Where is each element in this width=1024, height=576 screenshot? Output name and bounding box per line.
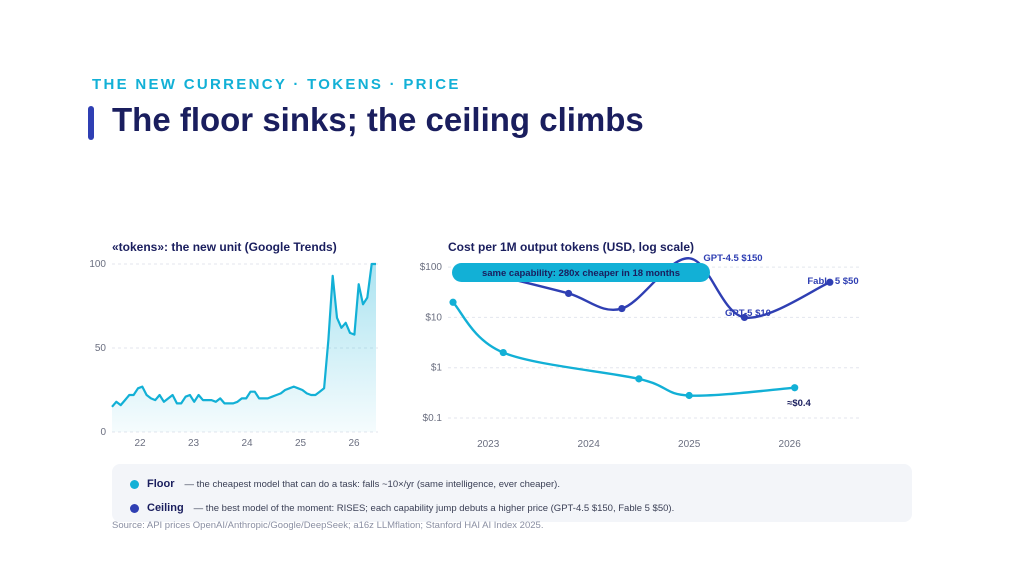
y-tick-label: $1 — [431, 363, 443, 374]
legend-floor-desc: — the cheapest model that can do a task:… — [184, 478, 560, 490]
x-tick-label: 24 — [241, 438, 253, 449]
annotation-label: GPT-4.5 $150 — [703, 253, 762, 264]
y-tick-label: 0 — [100, 427, 106, 438]
annotation-label: ≈$0.4 — [787, 398, 811, 409]
x-tick-label: 2023 — [477, 439, 500, 450]
y-tick-label: $10 — [425, 312, 442, 323]
x-tick-label: 2025 — [678, 439, 701, 450]
legend-ceiling: Ceiling — the best model of the moment: … — [130, 502, 674, 514]
y-tick-label: 100 — [89, 259, 106, 270]
y-tick-label: $100 — [420, 262, 443, 273]
trends-chart-title: «tokens»: the new unit (Google Trends) — [112, 240, 337, 254]
trends-chart: 0 50 100 22 23 24 25 26 — [89, 259, 378, 449]
y-tick-label: 50 — [95, 343, 107, 354]
callout-pill-bg — [452, 263, 710, 282]
ceiling-point — [740, 313, 749, 322]
annotation-label: GPT-5 $10 — [725, 308, 771, 319]
ceiling-dot-icon — [130, 503, 139, 513]
ceiling-point — [564, 289, 573, 298]
cost-chart-title: Cost per 1M output tokens (USD, log scal… — [448, 240, 695, 254]
floor-point — [499, 348, 507, 357]
legend-floor-name: Floor — [147, 478, 175, 490]
annotation-label: Fable 5 $50 — [807, 276, 858, 287]
page-title: The floor sinks; the ceiling climbs — [112, 101, 644, 138]
source-note: Source: API prices OpenAI/Anthropic/Goog… — [112, 520, 544, 531]
floor-dot-icon — [130, 479, 139, 489]
callout-pill: same capability: 280x cheaper in 18 mont… — [452, 263, 710, 282]
floor-point — [635, 375, 643, 383]
floor-point — [791, 384, 799, 392]
y-tick-label: $0.1 — [423, 413, 443, 424]
legend-ceiling-name: Ceiling — [147, 502, 184, 514]
x-tick-label: 26 — [348, 438, 360, 449]
legend-floor: Floor — the cheapest model that can do a… — [130, 478, 560, 490]
x-tick-label: 2026 — [779, 439, 802, 450]
ceiling-point — [618, 304, 626, 313]
cost-chart: $0.1 $1 $10 $100 2023 2024 2025 2026 same capabi… — [420, 253, 860, 450]
ceiling-point — [826, 278, 834, 286]
legend: Floor — the cheapest model that can do a… — [112, 464, 912, 522]
legend-ceiling-desc: — the best model of the moment: RISES; e… — [193, 502, 675, 514]
kicker: THE NEW CURRENCY · TOKENS · PRICE — [92, 76, 461, 93]
trend-line — [111, 262, 376, 408]
floor-point — [449, 298, 457, 306]
x-tick-label: 25 — [295, 438, 307, 449]
x-tick-label: 2024 — [578, 439, 601, 450]
floor-point — [685, 391, 693, 400]
x-tick-label: 22 — [134, 438, 146, 449]
callout-text: same capability: 280x cheaper in 18 mont… — [482, 268, 680, 279]
x-tick-label: 23 — [188, 438, 200, 449]
title-accent-bar — [88, 106, 94, 140]
